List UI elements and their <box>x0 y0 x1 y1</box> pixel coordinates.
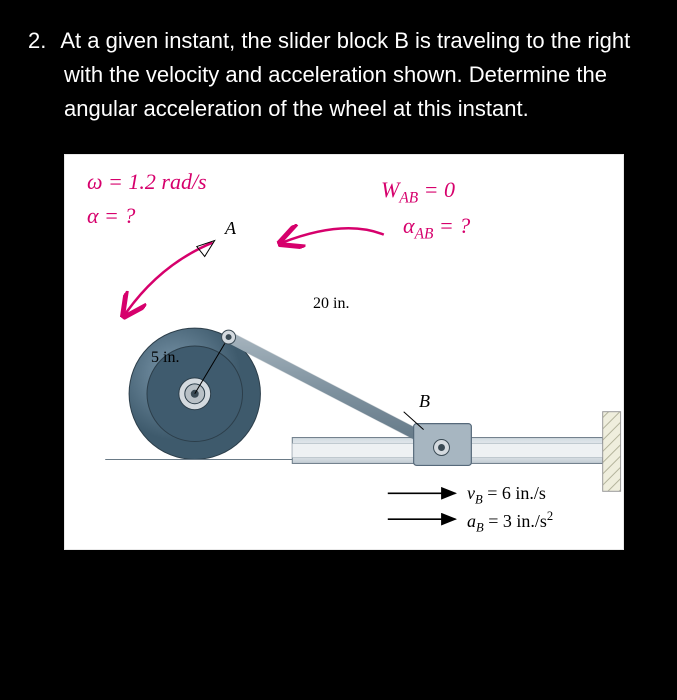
figure-container: ω = 1.2 rad/s α = ? WAB = 0 αAB = ? A 5 … <box>64 154 624 550</box>
arrow-link-rotation <box>282 229 383 243</box>
label-point-a: A <box>225 218 236 239</box>
annotation-alpha: α = ? <box>87 203 135 229</box>
annotation-omega: ω = 1.2 rad/s <box>87 169 207 195</box>
label-radius: 5 in. <box>151 349 179 367</box>
fixed-wall <box>603 412 621 492</box>
annotation-wab: WAB = 0 <box>381 177 455 207</box>
annotation-alphaab: αAB = ? <box>403 213 470 243</box>
problem-number: 2. <box>28 28 46 53</box>
problem-body: At a given instant, the slider block B i… <box>60 28 630 121</box>
arrow-wheel-rotation <box>125 243 213 315</box>
slider-pin-inner <box>438 444 445 451</box>
label-point-b: B <box>419 391 430 412</box>
problem-statement: 2. At a given instant, the slider block B… <box>28 24 649 126</box>
label-link-length: 20 in. <box>313 295 349 313</box>
label-vb: vB = 6 in./s <box>467 483 546 508</box>
label-ab: aB = 3 in./s2 <box>467 509 553 536</box>
